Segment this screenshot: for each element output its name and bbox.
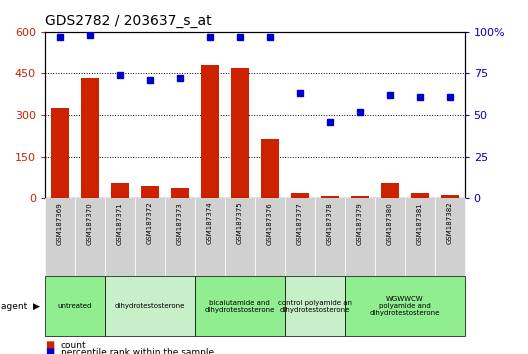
Text: GSM187369: GSM187369: [57, 202, 63, 245]
Text: ■: ■: [45, 340, 54, 350]
Text: GSM187378: GSM187378: [327, 202, 333, 245]
Bar: [81, 78, 99, 198]
Text: untreated: untreated: [58, 303, 92, 309]
Bar: [141, 186, 159, 198]
Bar: [171, 188, 189, 198]
Text: ■: ■: [45, 347, 54, 354]
Text: dihydrotestosterone: dihydrotestosterone: [115, 303, 185, 309]
Text: GSM187377: GSM187377: [297, 202, 303, 245]
Text: GSM187376: GSM187376: [267, 202, 273, 245]
Bar: [201, 65, 219, 198]
Text: GSM187382: GSM187382: [447, 202, 452, 244]
Text: GSM187375: GSM187375: [237, 202, 243, 244]
Text: count: count: [61, 341, 87, 350]
Text: GSM187380: GSM187380: [386, 202, 393, 245]
Text: bicalutamide and
dihydrotestosterone: bicalutamide and dihydrotestosterone: [204, 300, 275, 313]
Text: WGWWCW
polyamide and
dihydrotestosterone: WGWWCW polyamide and dihydrotestosterone: [370, 296, 440, 316]
Text: GSM187370: GSM187370: [87, 202, 93, 245]
Bar: [381, 183, 399, 198]
Text: GSM187373: GSM187373: [177, 202, 183, 245]
Text: GSM187374: GSM187374: [207, 202, 213, 244]
Bar: [51, 108, 69, 198]
Text: agent  ▶: agent ▶: [1, 302, 40, 311]
Text: GSM187379: GSM187379: [357, 202, 363, 245]
Bar: [291, 193, 309, 198]
Bar: [231, 68, 249, 198]
Text: percentile rank within the sample: percentile rank within the sample: [61, 348, 214, 354]
Text: GSM187371: GSM187371: [117, 202, 123, 245]
Bar: [111, 183, 129, 198]
Bar: [411, 193, 429, 198]
Bar: [441, 195, 459, 198]
Text: GDS2782 / 203637_s_at: GDS2782 / 203637_s_at: [45, 14, 212, 28]
Bar: [320, 196, 339, 198]
Bar: [351, 196, 369, 198]
Text: GSM187372: GSM187372: [147, 202, 153, 244]
Bar: [261, 139, 279, 198]
Text: control polyamide an
dihydrotestosterone: control polyamide an dihydrotestosterone: [278, 300, 352, 313]
Text: GSM187381: GSM187381: [417, 202, 423, 245]
